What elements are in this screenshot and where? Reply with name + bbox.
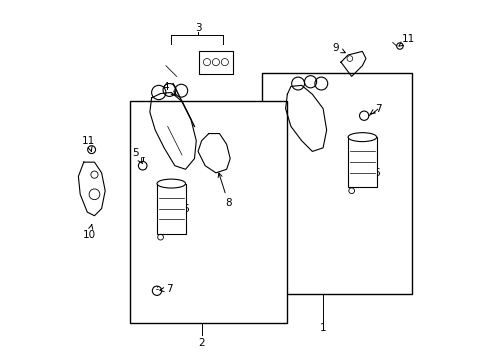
Text: 6: 6 [174, 203, 188, 213]
Text: 5: 5 [132, 148, 142, 163]
Text: 11: 11 [398, 34, 415, 46]
Text: 1: 1 [319, 323, 325, 333]
Ellipse shape [157, 179, 185, 188]
Bar [347, 137, 376, 187]
Text: 7: 7 [369, 104, 381, 114]
Text: 6: 6 [365, 165, 379, 178]
Bar [157, 184, 185, 234]
Text: 8: 8 [218, 173, 231, 208]
Ellipse shape [347, 133, 376, 141]
Text: 10: 10 [82, 225, 96, 240]
Text: 7: 7 [160, 284, 172, 294]
Bar [199, 50, 232, 74]
Text: 3: 3 [194, 23, 201, 33]
Text: 2: 2 [198, 338, 204, 347]
Bar [130, 102, 287, 323]
Text: 9: 9 [332, 43, 345, 53]
Text: 4: 4 [163, 82, 175, 95]
Text: 11: 11 [81, 136, 95, 151]
Bar [262, 73, 411, 294]
